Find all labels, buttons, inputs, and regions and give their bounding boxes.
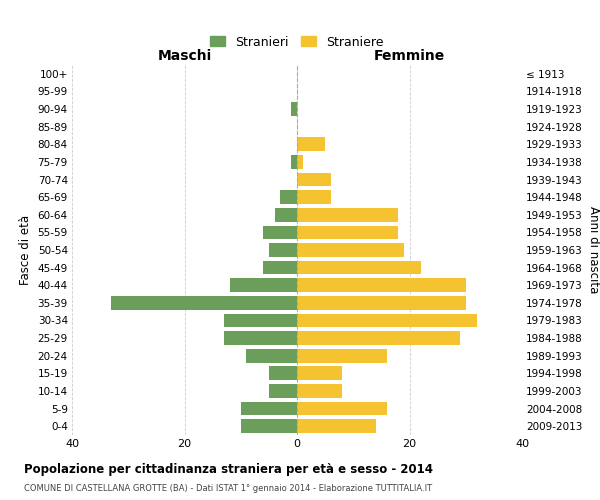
Legend: Stranieri, Straniere: Stranieri, Straniere xyxy=(205,30,389,54)
Bar xyxy=(297,366,342,380)
Bar xyxy=(275,208,297,222)
Bar xyxy=(224,331,297,345)
Text: Maschi: Maschi xyxy=(157,49,212,63)
Y-axis label: Fasce di età: Fasce di età xyxy=(19,215,32,285)
Bar xyxy=(263,226,297,239)
Bar xyxy=(297,226,398,239)
Bar xyxy=(297,155,302,169)
Y-axis label: Anni di nascita: Anni di nascita xyxy=(587,206,599,294)
Text: Femmine: Femmine xyxy=(374,49,445,63)
Bar xyxy=(224,314,297,328)
Bar xyxy=(297,296,466,310)
Bar xyxy=(292,155,297,169)
Bar xyxy=(297,402,387,415)
Bar xyxy=(297,260,421,274)
Bar xyxy=(241,420,297,433)
Bar xyxy=(280,190,297,204)
Bar xyxy=(297,314,477,328)
Bar xyxy=(297,172,331,186)
Bar xyxy=(297,243,404,257)
Bar xyxy=(269,366,297,380)
Bar xyxy=(269,243,297,257)
Bar xyxy=(263,260,297,274)
Bar xyxy=(297,138,325,151)
Text: Popolazione per cittadinanza straniera per età e sesso - 2014: Popolazione per cittadinanza straniera p… xyxy=(24,462,433,475)
Bar xyxy=(297,384,342,398)
Bar xyxy=(297,190,331,204)
Bar xyxy=(297,278,466,292)
Bar xyxy=(297,331,460,345)
Bar xyxy=(297,349,387,362)
Bar xyxy=(292,102,297,116)
Text: COMUNE DI CASTELLANA GROTTE (BA) - Dati ISTAT 1° gennaio 2014 - Elaborazione TUT: COMUNE DI CASTELLANA GROTTE (BA) - Dati … xyxy=(24,484,432,493)
Bar xyxy=(112,296,297,310)
Bar xyxy=(297,208,398,222)
Bar xyxy=(297,420,376,433)
Bar xyxy=(241,402,297,415)
Bar xyxy=(247,349,297,362)
Bar xyxy=(229,278,297,292)
Bar xyxy=(269,384,297,398)
